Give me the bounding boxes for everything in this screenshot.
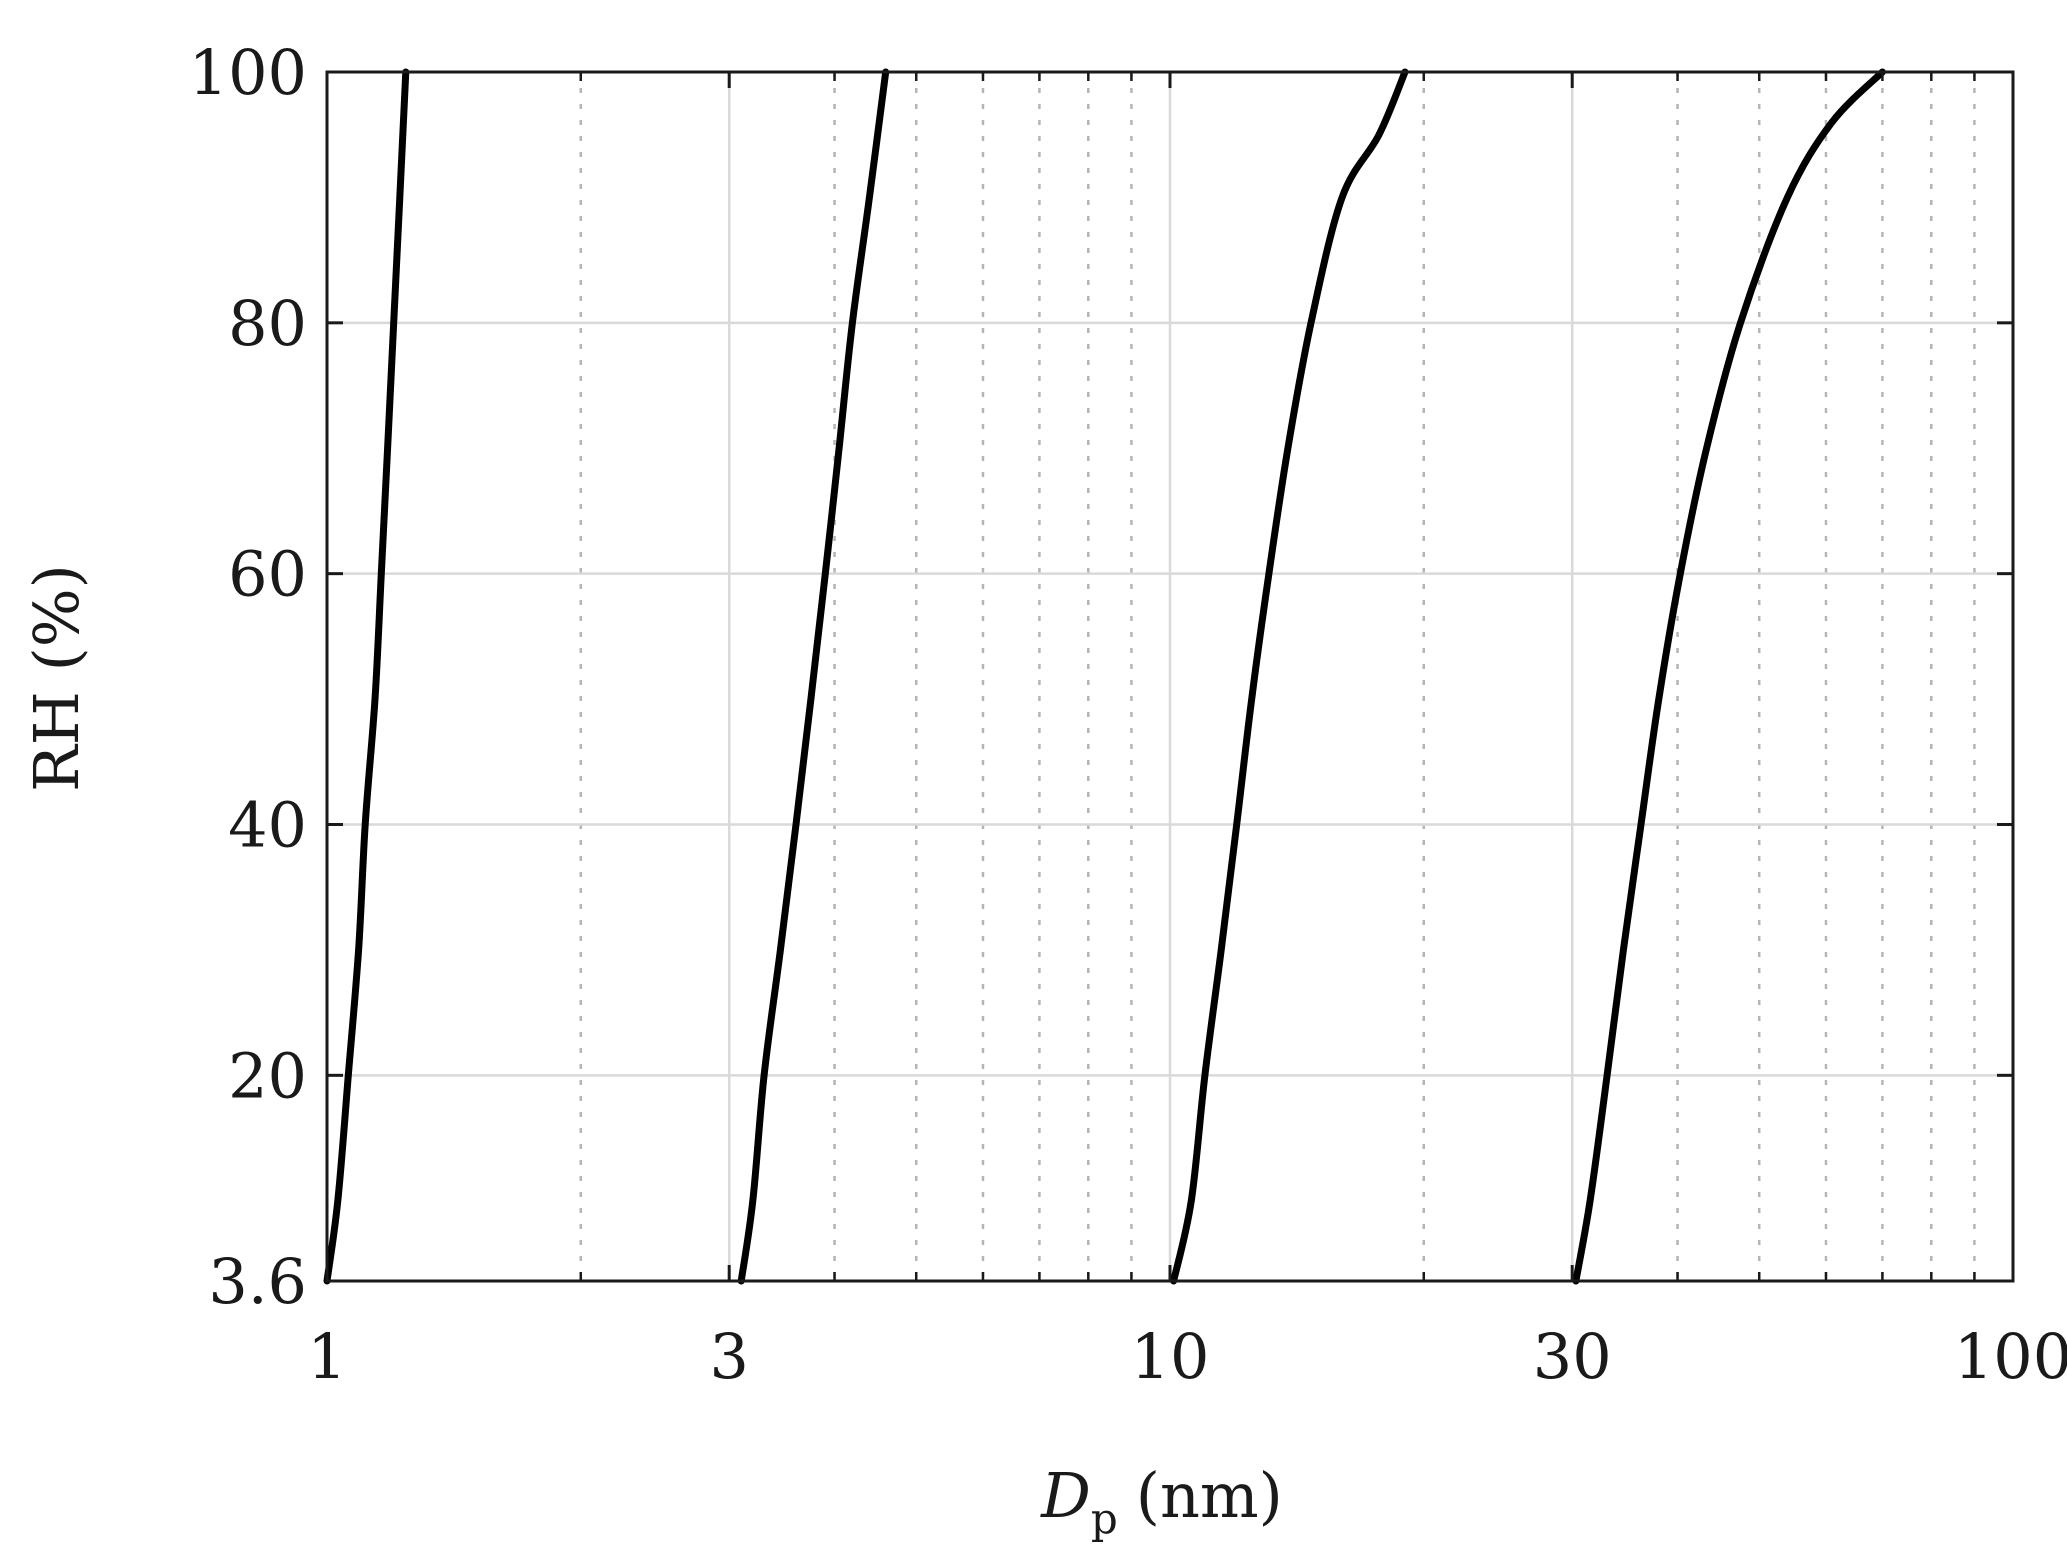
x-tick-label: 30 <box>1533 1320 1612 1393</box>
x-axis-label-subscript: p <box>1091 1494 1118 1543</box>
x-tick-label: 3 <box>709 1320 748 1393</box>
y-axis-label: RH (%) <box>20 564 93 792</box>
series-line-4 <box>1572 68 1886 1285</box>
tick-layer <box>325 70 2015 1283</box>
x-tick-label: 10 <box>1131 1320 1210 1393</box>
series-line-2 <box>737 68 890 1285</box>
series-line-3 <box>1170 68 1409 1285</box>
x-tick-labels: 1 3 10 30 100 <box>307 1320 2067 1393</box>
y-tick-label: 60 <box>228 538 307 611</box>
x-axis-label-unit: (nm) <box>1136 1459 1283 1532</box>
x-tick-label: 1 <box>307 1320 346 1393</box>
series-line-1 <box>323 68 410 1285</box>
y-tick-label: 80 <box>228 287 307 360</box>
grid-layer <box>327 72 2013 1281</box>
x-tick-label: 100 <box>1954 1320 2067 1393</box>
y-tick-label: 100 <box>189 36 307 109</box>
y-tick-label: 3.6 <box>208 1245 307 1318</box>
y-tick-label: 40 <box>228 788 307 861</box>
y-tick-label: 20 <box>228 1039 307 1112</box>
x-axis-label: Dp (nm) <box>1040 1459 1283 1543</box>
x-axis-label-main: D <box>1040 1459 1091 1532</box>
y-tick-labels: 3.6 20 40 60 80 100 <box>189 36 307 1318</box>
series-layer <box>323 68 1886 1285</box>
